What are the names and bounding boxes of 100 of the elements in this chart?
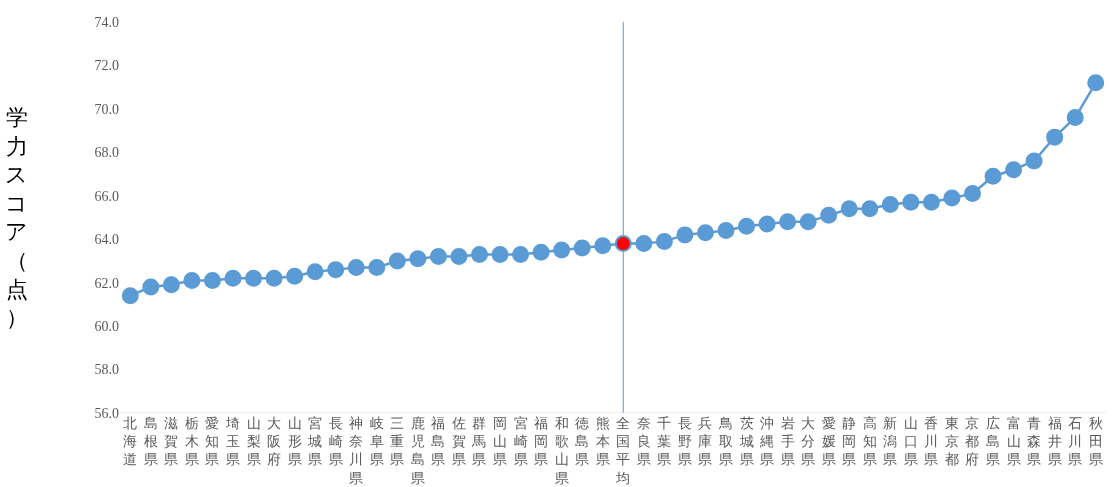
point [922,193,940,211]
point [224,269,242,287]
point [779,213,797,231]
point [1005,161,1023,179]
y-tick-label: 66.0 [94,188,119,204]
x-tick-label: 群馬県 [471,416,487,468]
point [676,226,694,244]
point [738,217,756,235]
x-tick-label: 徳島県 [575,416,590,468]
y-tick-label: 70.0 [94,101,119,117]
x-tick-label: 福岡県 [534,416,549,468]
y-tick-label: 58.0 [94,362,119,378]
x-tick-label: 滋賀県 [164,416,179,468]
point [799,213,817,231]
point [635,235,653,253]
x-tick-label: 岩手県 [780,416,795,468]
x-tick-label: 山形県 [287,416,302,468]
point [429,248,447,266]
x-tick-label: 愛媛県 [821,416,836,468]
point [902,193,920,211]
point [696,224,714,242]
x-tick-label: 山口県 [903,416,918,468]
x-tick-label: 新潟県 [883,416,898,468]
x-tick-label: 熊本県 [595,416,610,468]
point [388,252,406,270]
point [717,222,735,240]
y-tick-label: 62.0 [94,275,119,291]
point [984,167,1002,185]
x-tick-label: 石川県 [1068,416,1083,468]
x-tick-label: 富山県 [1006,416,1021,468]
x-tick-label: 東京都 [944,416,959,468]
y-tick-label: 64.0 [94,232,119,248]
y-tick-label: 56.0 [94,405,119,421]
x-tick-label: 青森県 [1027,416,1042,468]
x-tick-label: 和歌山県 [554,416,569,486]
point [1025,152,1043,170]
point [1046,128,1064,146]
point [820,206,838,224]
x-tick-label: 鹿児島県 [410,416,425,486]
x-tick-label: 静岡県 [842,416,857,468]
point [532,243,550,261]
x-tick-label: 埼玉県 [224,416,240,468]
x-tick-label: 島根県 [143,416,158,468]
x-tick-label: 大分県 [801,416,816,468]
x-tick-label: 宮崎県 [513,416,528,468]
point [121,287,139,305]
x-tick-label: 三重県 [390,416,405,468]
y-tick-label: 68.0 [94,145,119,161]
point [655,232,673,250]
x-tick-label: 福井県 [1047,416,1062,468]
x-tick-label: 栃木県 [184,416,199,468]
x-tick-label: 沖縄県 [759,416,775,468]
x-tick-label: 京都府 [965,416,980,468]
x-tick-label: 岡山県 [493,416,508,468]
point [614,235,632,253]
x-tick-label: 佐賀県 [451,416,466,468]
point [183,271,201,289]
x-tick-label: 香川県 [924,416,939,468]
x-tick-label: 秋田県 [1088,416,1103,468]
point [943,189,961,207]
point [286,267,304,285]
x-tick-label: 北海道 [123,416,138,468]
point [1087,74,1105,92]
point [553,241,571,259]
point [470,245,488,263]
point [491,245,509,263]
x-tick-label: 鳥取県 [717,416,733,468]
point [881,195,899,213]
x-tick-label: 千葉県 [657,416,672,468]
point [594,237,612,255]
y-axis-title: 学力スコア（点） [5,105,28,331]
point [162,276,180,294]
point [203,271,221,289]
x-tick-label: 宮城県 [307,416,323,468]
y-tick-label: 60.0 [94,319,119,335]
x-tick-label: 長野県 [677,416,692,468]
x-tick-label: 神奈川県 [349,416,364,486]
point [840,200,858,218]
point [142,278,160,296]
point [963,185,981,203]
x-tick-label: 山梨県 [246,416,261,468]
point [368,258,386,276]
point [245,269,263,287]
point [409,250,427,268]
point [758,215,776,233]
x-tick-label: 高知県 [862,416,877,468]
x-tick-label: 岐阜県 [369,416,384,468]
point [327,261,345,279]
point [347,258,365,276]
point [265,269,283,287]
x-tick-label: 全国平均 [615,416,631,486]
x-tick-label: 兵庫県 [698,416,713,468]
point [450,248,468,266]
x-tick-label: 福島県 [431,416,446,468]
point [861,200,879,218]
point [1066,109,1084,127]
x-tick-label: 茨城県 [738,416,754,468]
x-tick-label: 広島県 [986,416,1001,468]
point [306,263,324,281]
y-tick-label: 74.0 [94,14,119,30]
